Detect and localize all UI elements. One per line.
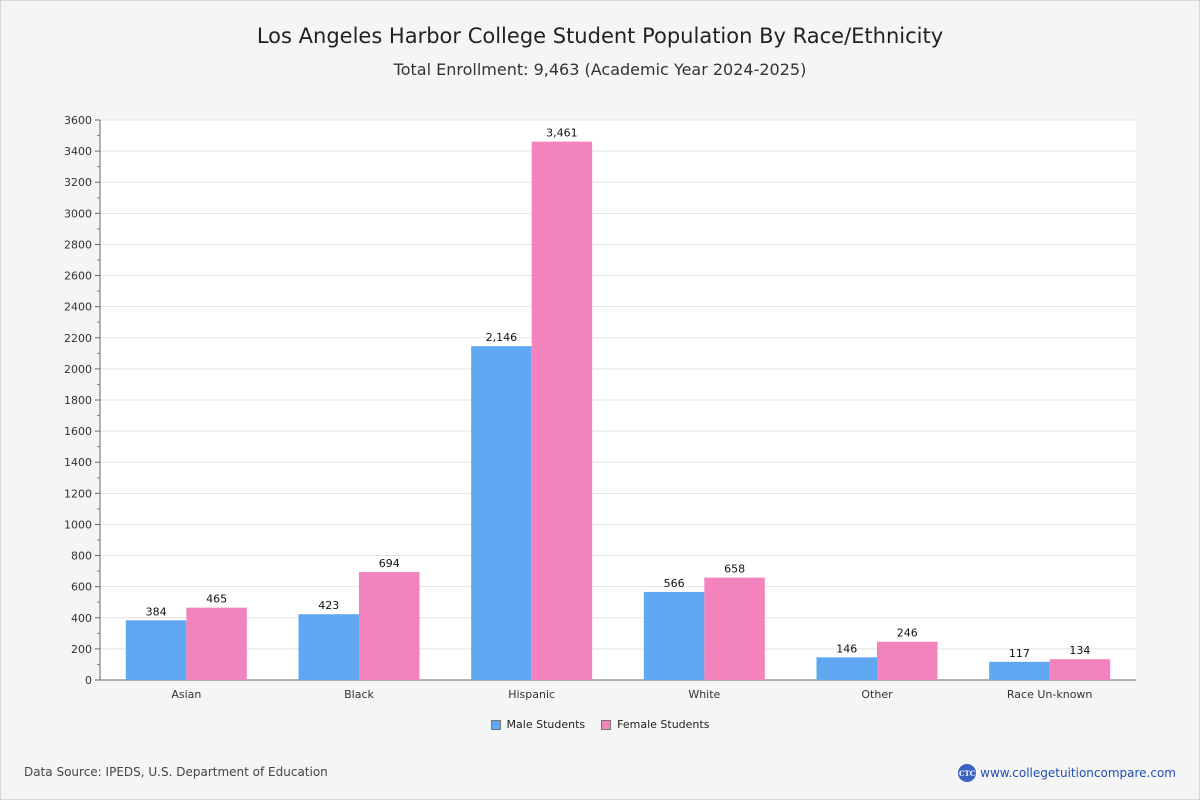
data-label: 146 xyxy=(836,642,857,655)
y-tick-label: 400 xyxy=(71,612,92,625)
y-tick-label: 3000 xyxy=(64,207,92,220)
data-label: 465 xyxy=(206,593,227,606)
x-tick-label: Other xyxy=(861,688,893,701)
bar-male xyxy=(471,346,532,680)
legend-item-male[interactable]: Male Students xyxy=(490,718,586,731)
bar-female xyxy=(877,641,938,680)
y-tick-label: 3400 xyxy=(64,145,92,158)
y-tick-label: 1400 xyxy=(64,456,92,469)
bar-female xyxy=(1049,659,1111,680)
data-label: 117 xyxy=(1009,647,1030,660)
y-tick-label: 0 xyxy=(85,674,92,687)
data-label: 423 xyxy=(318,599,339,612)
legend-item-female[interactable]: Female Students xyxy=(601,718,709,731)
legend-swatch-male xyxy=(490,719,501,730)
x-tick-label: Asian xyxy=(171,688,201,701)
x-tick-label: White xyxy=(688,688,720,701)
website-url: www.collegetuitioncompare.com xyxy=(980,766,1176,780)
x-tick-label: Black xyxy=(344,688,374,701)
legend-swatch-female xyxy=(601,719,612,730)
y-tick-label: 1200 xyxy=(64,487,92,500)
legend-label-male: Male Students xyxy=(506,718,586,731)
bar-female xyxy=(186,607,247,680)
legend: Male Students Female Students xyxy=(0,718,1200,731)
bar-female xyxy=(531,141,593,681)
y-tick-label: 3200 xyxy=(64,176,92,189)
chart-title: Los Angeles Harbor College Student Popul… xyxy=(256,24,944,48)
y-tick-label: 1600 xyxy=(64,425,92,438)
y-tick-label: 2800 xyxy=(64,238,92,251)
data-label: 134 xyxy=(1069,644,1090,657)
bar-female xyxy=(704,577,765,680)
x-tick-label: Hispanic xyxy=(508,688,555,701)
data-label: 384 xyxy=(146,605,167,618)
data-source: Data Source: IPEDS, U.S. Department of E… xyxy=(24,765,328,779)
data-label: 3,461 xyxy=(546,127,578,140)
y-tick-label: 3600 xyxy=(64,114,92,127)
ctc-logo-icon: CTC xyxy=(958,764,977,782)
bar-male xyxy=(643,591,705,680)
brand-link[interactable]: CTC www.collegetuitioncompare.com xyxy=(958,764,1176,782)
bar-male xyxy=(816,657,877,680)
data-label: 2,146 xyxy=(486,331,518,344)
y-tick-label: 2200 xyxy=(64,332,92,345)
data-label: 694 xyxy=(379,557,400,570)
bar-male xyxy=(989,661,1050,680)
chart-subtitle: Total Enrollment: 9,463 (Academic Year 2… xyxy=(393,60,807,79)
bar-male xyxy=(298,614,359,680)
x-tick-label: Race Un-known xyxy=(1007,688,1093,701)
y-tick-label: 600 xyxy=(71,581,92,594)
data-label: 658 xyxy=(724,563,745,576)
y-tick-label: 2600 xyxy=(64,270,92,283)
data-label: 566 xyxy=(664,577,685,590)
y-tick-label: 1800 xyxy=(64,394,92,407)
data-label: 246 xyxy=(897,627,918,640)
bar-female xyxy=(359,572,420,680)
bar-male xyxy=(125,620,187,680)
y-tick-label: 200 xyxy=(71,643,92,656)
y-tick-label: 2000 xyxy=(64,363,92,376)
y-tick-label: 800 xyxy=(71,550,92,563)
legend-label-female: Female Students xyxy=(617,718,710,731)
y-tick-label: 2400 xyxy=(64,301,92,314)
y-tick-label: 1000 xyxy=(64,518,92,531)
